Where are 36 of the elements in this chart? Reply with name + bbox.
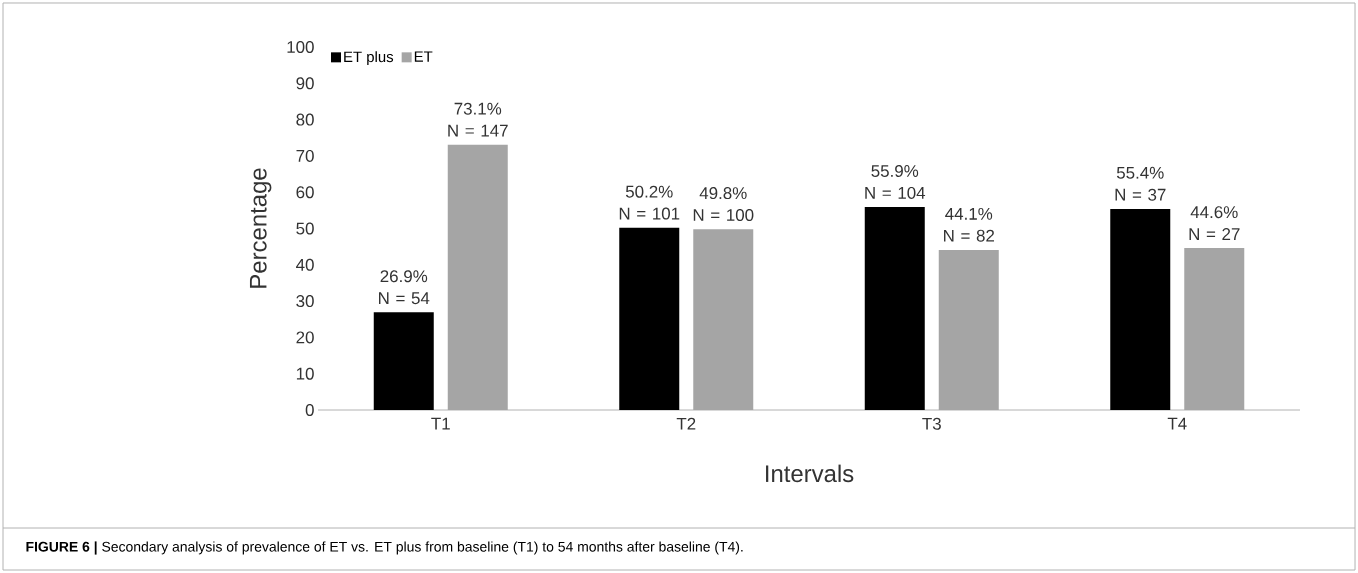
bar	[1184, 248, 1245, 410]
data-label: 26.9% N = 54	[379, 270, 430, 305]
bar	[447, 144, 508, 410]
y-tick-label: 40	[296, 258, 314, 271]
data-label: 73.1% N = 147	[448, 102, 508, 137]
bar	[693, 229, 754, 410]
bar	[1110, 208, 1171, 410]
x-axis-title: Intervals	[766, 464, 854, 483]
y-axis-title: Percentage	[249, 168, 272, 288]
text: FIGURE 6 | Secondary analysis of prevalence of ET vs. ET plus from baseline (T1) to 54 months after baseline (T4).	[26, 541, 743, 555]
data-label: 55.9% N = 104	[865, 164, 926, 199]
x-tick-label: T2	[676, 417, 696, 430]
y-tick-label: 60	[296, 186, 314, 199]
y-tick-label: 20	[296, 331, 314, 344]
legend-label: ET plus	[344, 51, 394, 66]
x-tick-label: T4	[1167, 417, 1187, 430]
data-label: 44.6% N = 27	[1189, 206, 1240, 240]
y-tick-label: 70	[296, 149, 314, 162]
bar	[619, 227, 680, 410]
y-tick-label: 100	[287, 41, 314, 53]
y-tick-label: 0	[305, 404, 314, 416]
data-label: 55.4% N = 37	[1115, 166, 1166, 201]
data-label: 49.8% N = 100	[693, 187, 754, 222]
bar	[938, 249, 999, 410]
y-tick-label: 10	[296, 367, 314, 380]
y-tick-label: 30	[296, 295, 314, 308]
y-tick-label: 80	[296, 113, 314, 126]
x-tick-label: T3	[922, 417, 941, 430]
x-tick-label: T1	[431, 417, 450, 430]
legend-label: ET	[414, 51, 433, 62]
y-tick-label: 90	[296, 77, 314, 90]
bar	[373, 312, 434, 410]
y-tick-label: 50	[296, 222, 314, 235]
data-label: 44.1% N = 82	[944, 207, 995, 242]
bar	[864, 207, 925, 410]
data-label: 50.2% N = 101	[619, 185, 680, 220]
